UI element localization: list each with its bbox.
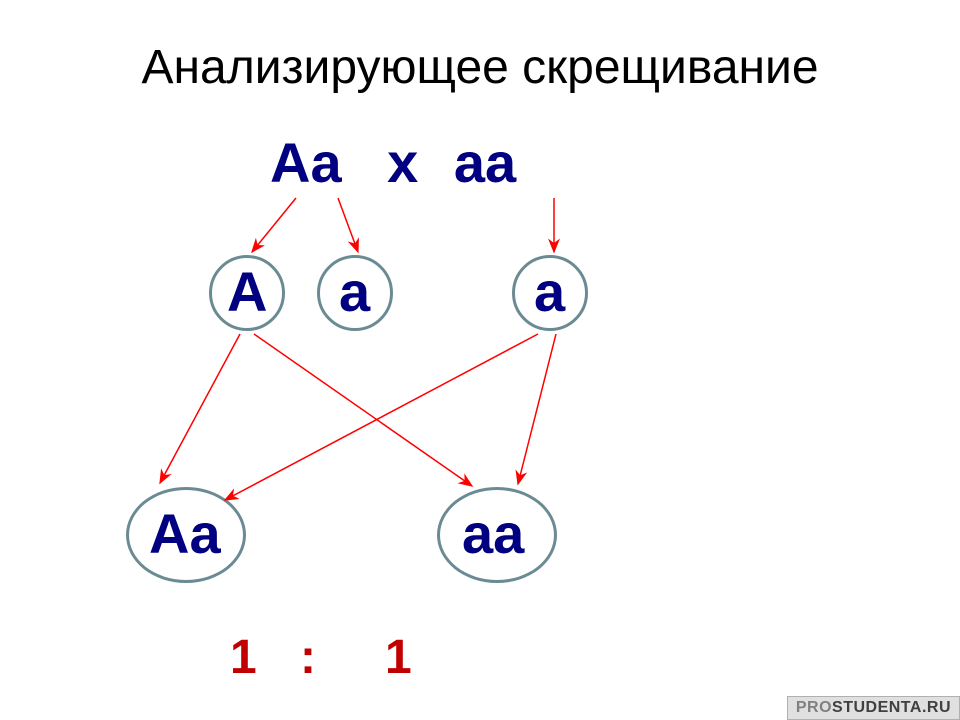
cross-symbol: х bbox=[387, 131, 418, 194]
gamete-label-3: a bbox=[534, 259, 565, 324]
parents-line: Aa х aa bbox=[270, 130, 516, 195]
watermark-pre: PRO bbox=[796, 699, 832, 716]
offspring-label-1: Aa bbox=[149, 501, 221, 566]
parent-left: Aa bbox=[270, 131, 342, 194]
watermark: PROSTUDENTA.RU bbox=[787, 696, 960, 720]
page-title: Анализирующее скрещивание bbox=[0, 40, 960, 95]
offspring-label-2: aa bbox=[462, 501, 524, 566]
gamete-label-2: a bbox=[339, 259, 370, 324]
ratio-n2: 1 bbox=[385, 630, 412, 685]
arrows-layer bbox=[0, 0, 960, 720]
ratio-sep: : bbox=[300, 630, 316, 685]
parent-right: aa bbox=[454, 131, 516, 194]
gamete-label-1: A bbox=[227, 259, 267, 324]
watermark-main: STUDENTA.RU bbox=[832, 699, 951, 716]
ratio-n1: 1 bbox=[230, 630, 257, 685]
